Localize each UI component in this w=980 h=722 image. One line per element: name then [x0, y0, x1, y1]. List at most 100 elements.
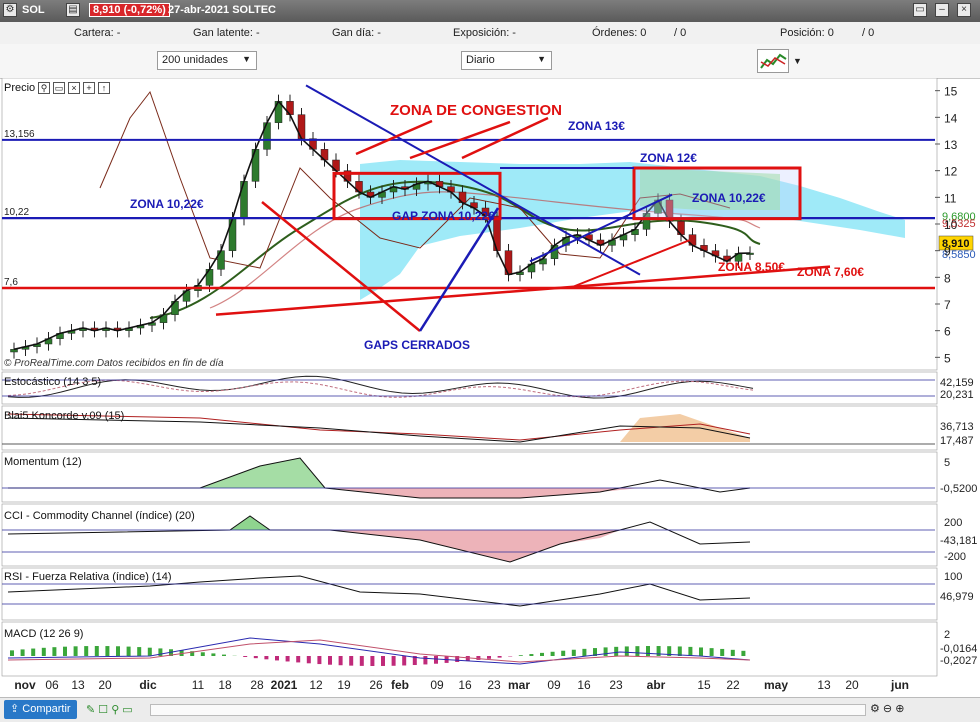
- chevron-down-icon[interactable]: ▼: [793, 56, 802, 66]
- macd-bar: [635, 646, 639, 656]
- macd-bar: [148, 648, 152, 656]
- x-tick-label: feb: [391, 678, 409, 692]
- macd-bar: [296, 656, 300, 662]
- window-icon[interactable]: ▭: [913, 3, 927, 17]
- title-bar: ⚙ SOL ▤ 8,910 (-0,72%) 27-abr-2021 SOLTE…: [0, 0, 980, 22]
- macd-bar: [476, 656, 480, 660]
- macd-bar: [529, 654, 533, 656]
- label-gaps-cerrados: GAPS CERRADOS: [364, 338, 470, 352]
- x-tick-label: abr: [647, 678, 666, 692]
- units-value: 200 unidades: [162, 54, 228, 66]
- macd-bar: [582, 649, 586, 656]
- tools-icon[interactable]: ⚙: [3, 3, 17, 17]
- macd-bar: [275, 656, 279, 660]
- period-select[interactable]: Diario▼: [461, 51, 552, 70]
- chart-type-icon: [758, 50, 788, 72]
- macd-bar: [63, 647, 67, 656]
- wrench-icon[interactable]: ⚲: [38, 82, 50, 94]
- macd-bar: [434, 656, 438, 664]
- panel-frame: [2, 622, 937, 676]
- macd-bar: [423, 656, 427, 664]
- cartera-label: Cartera: -: [74, 27, 120, 39]
- panel-title-momentum: Momentum (12): [4, 456, 82, 468]
- macd-bar: [614, 647, 618, 656]
- posicion-label: Posición: 0: [780, 27, 834, 39]
- indicator-value: -0,0164: [940, 643, 977, 655]
- macd-bar: [286, 656, 290, 661]
- share-button[interactable]: ⇪ Compartir: [4, 700, 77, 719]
- macd-bar: [466, 656, 470, 661]
- level-label: 10,22: [4, 207, 29, 218]
- toolbar-icons[interactable]: ✎ ☐ ⚲ ▭: [86, 703, 133, 716]
- macd-bar: [10, 650, 14, 656]
- macd-bar: [657, 646, 661, 656]
- macd-bar: [487, 656, 491, 659]
- y-tick-label: 10: [944, 218, 958, 232]
- y-tick-label: 8: [944, 271, 951, 285]
- price-panel-tools: ⚲▭×+↑: [38, 82, 110, 94]
- x-tick-label: 20: [98, 678, 112, 692]
- macd-bar: [42, 648, 46, 656]
- x-tick-label: jun: [890, 678, 909, 692]
- sub-y-tick: 200: [944, 517, 962, 529]
- sub-y-tick: 2: [944, 629, 950, 641]
- sub-y-tick: 5: [944, 457, 950, 469]
- label-zona13: ZONA 13€: [568, 119, 625, 133]
- momentum-title: Momentum (12): [4, 456, 82, 468]
- x-tick-label: 2021: [271, 678, 298, 692]
- macd-bar: [243, 656, 247, 657]
- indicator-value: -0,2027: [940, 655, 977, 667]
- y-tick-label: 7: [944, 298, 951, 312]
- macd-bar: [254, 656, 258, 658]
- indicator-value: 20,231: [940, 389, 974, 401]
- y-tick-label: 13: [944, 138, 958, 152]
- sub-y-tick: 100: [944, 571, 962, 583]
- horizontal-scrollbar[interactable]: [150, 704, 866, 716]
- panel-title-macd: MACD (12 26 9): [4, 628, 83, 640]
- macd-bar: [741, 651, 745, 656]
- macd-bar: [211, 653, 215, 656]
- panel-title-cci: CCI - Commodity Channel (índice) (20): [4, 510, 195, 522]
- add-icon[interactable]: +: [83, 82, 95, 94]
- minimize-icon[interactable]: –: [935, 3, 949, 17]
- window-icon[interactable]: ▭: [53, 82, 65, 94]
- x-tick-label: 06: [45, 678, 59, 692]
- macd-bar: [572, 650, 576, 656]
- units-select[interactable]: 200 unidades▼: [157, 51, 257, 70]
- x-tick-label: dic: [139, 678, 157, 692]
- macd-bar: [625, 646, 629, 656]
- zoom-icons[interactable]: ⚙ ⊖ ⊕: [870, 702, 904, 715]
- macd-bar: [731, 650, 735, 656]
- chart-type-button[interactable]: [757, 49, 789, 73]
- x-tick-label: 26: [369, 678, 383, 692]
- x-tick-label: mar: [508, 678, 530, 692]
- macd-bar: [339, 656, 343, 665]
- macd-bar: [710, 648, 714, 656]
- price-badge: 8,910 (-0,72%): [89, 3, 170, 17]
- menu-icon[interactable]: ▤: [66, 3, 80, 17]
- label-zona-congestion: ZONA DE CONGESTION: [390, 102, 562, 119]
- control-bar: 200 unidades▼ Diario▼ ▼: [0, 44, 980, 79]
- y-tick-label: 6: [944, 325, 951, 339]
- close-icon[interactable]: ×: [68, 82, 80, 94]
- x-tick-label: 18: [218, 678, 232, 692]
- x-tick-label: 11: [192, 678, 205, 692]
- indicator-value: -43,181: [940, 535, 977, 547]
- data-source-note: © ProRealTime.com Datos recibidos en fin…: [4, 358, 224, 369]
- x-tick-label: 20: [845, 678, 859, 692]
- macd-bar: [137, 647, 141, 656]
- export-icon[interactable]: ↑: [98, 82, 110, 94]
- exposicion-label: Exposición: -: [453, 27, 516, 39]
- x-tick-label: may: [764, 678, 788, 692]
- gan-latente-label: Gan latente: -: [193, 27, 260, 39]
- macd-bar: [222, 655, 226, 656]
- macd-bar: [328, 656, 332, 665]
- panel-title-koncorde: Blai5 Koncorde v.09 (15): [4, 410, 124, 422]
- y-tick-label: 14: [944, 111, 958, 125]
- macd-bar: [264, 656, 268, 659]
- macd-bar: [360, 656, 364, 666]
- share-label: Compartir: [22, 703, 70, 715]
- macd-bar: [604, 647, 608, 656]
- close-icon[interactable]: ×: [957, 3, 971, 17]
- macd-bar: [551, 652, 555, 656]
